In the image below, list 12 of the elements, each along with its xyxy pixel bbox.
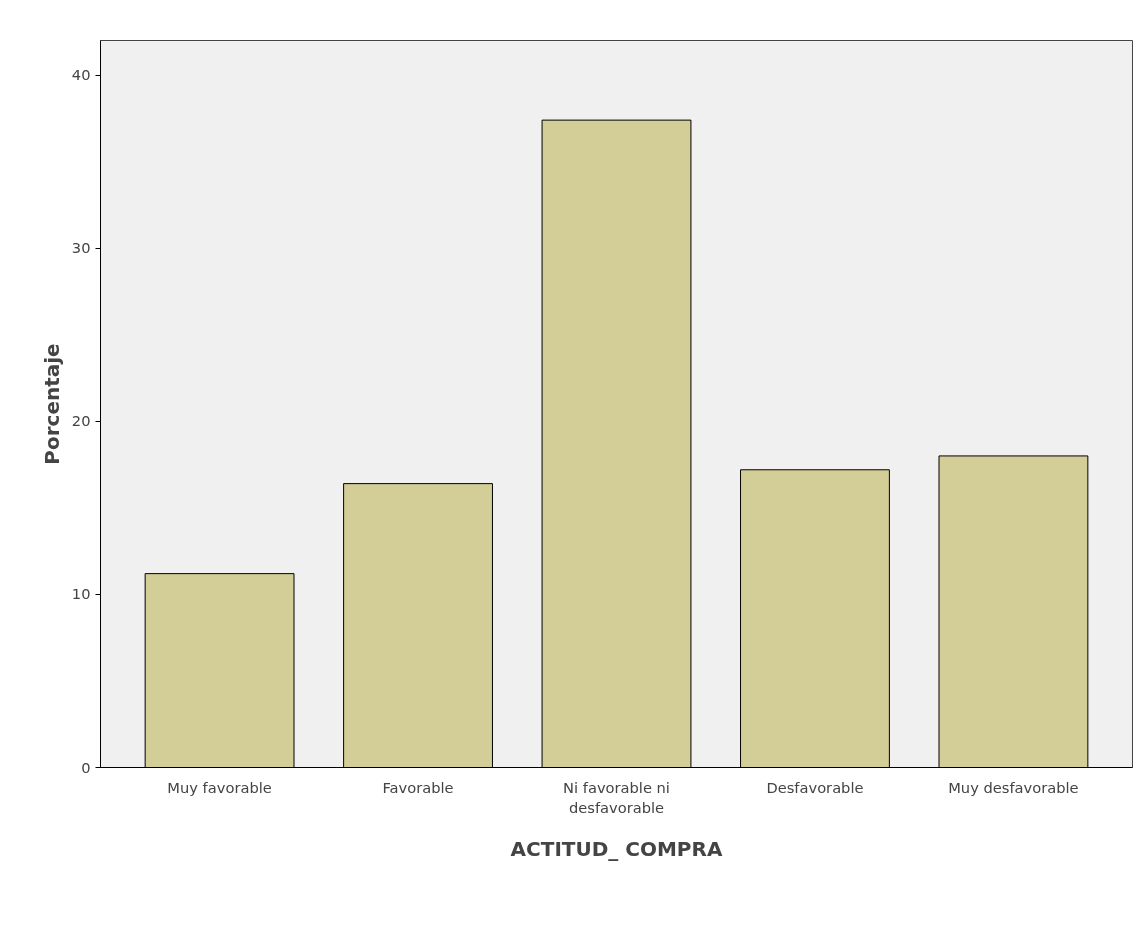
x-axis-title: ACTITUD_ COMPRA [510, 836, 723, 861]
y-tick-label: 30 [71, 239, 91, 257]
y-tick-label: 40 [71, 66, 91, 84]
y-tick-label: 0 [81, 758, 91, 776]
y-tick-label: 10 [71, 585, 91, 603]
x-tick-label: Desfavorable [766, 778, 864, 796]
y-tick-label: 20 [71, 412, 91, 430]
x-tick-label: Muy favorable [167, 778, 272, 796]
y-axis-title: Porcentaje [39, 343, 64, 465]
x-tick-label: Favorable [382, 778, 454, 796]
x-tick-label: Ni favorable ni desfavorable [563, 778, 670, 816]
x-tick-label: Muy desfavorable [948, 778, 1079, 796]
